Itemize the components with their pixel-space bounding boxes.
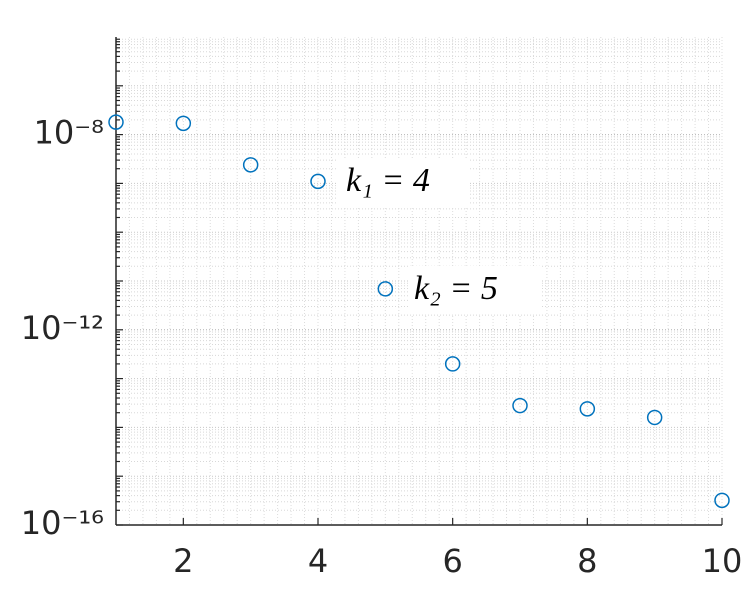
annotation: k₂ = 5: [414, 270, 498, 307]
point: [175, 115, 192, 132]
annotation-box: [408, 266, 540, 314]
point: [242, 157, 259, 173]
annotation-box: [338, 158, 470, 206]
point: [444, 356, 461, 372]
point: [310, 173, 326, 190]
x-tick-label: 8: [577, 542, 597, 580]
x-tick-label: 6: [442, 542, 462, 580]
x-tick-label: 4: [308, 542, 328, 580]
point: [579, 401, 596, 417]
point: [512, 397, 528, 414]
y-tick-label: 10⁻¹²: [21, 309, 104, 347]
point: [714, 492, 730, 509]
point: [377, 281, 394, 297]
x-tick-label: 10: [702, 542, 743, 580]
x-tick-label: 2: [173, 542, 193, 580]
annotation: k₁ = 4: [346, 162, 430, 199]
y-tick-label: 10⁻¹⁶: [21, 504, 104, 542]
point: [646, 409, 663, 426]
point: [108, 114, 124, 130]
y-tick-label: 10⁻⁸: [34, 114, 104, 152]
